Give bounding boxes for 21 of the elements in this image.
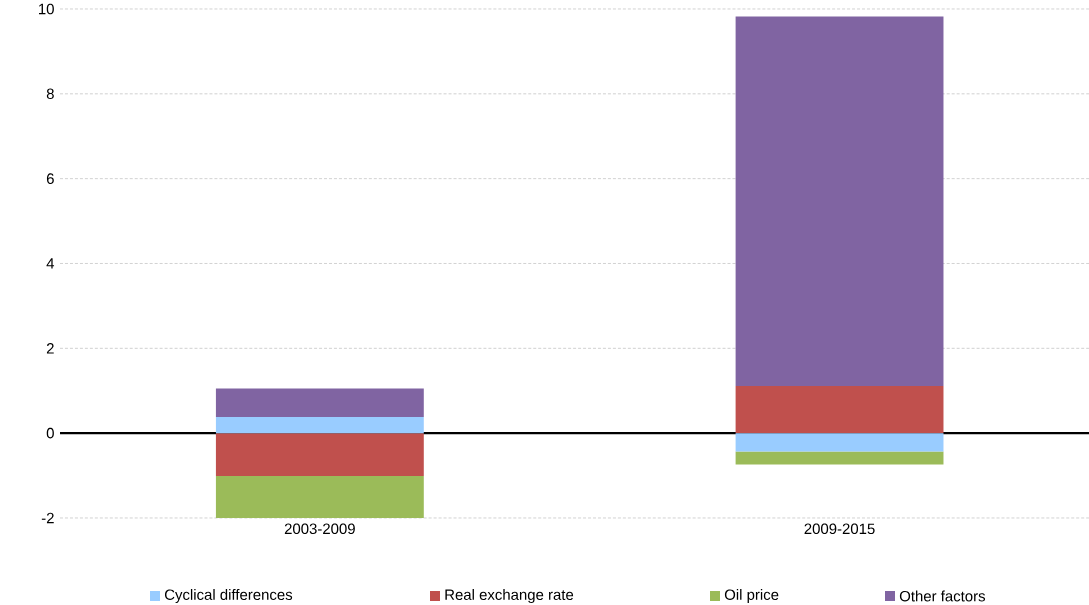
bar xyxy=(215,388,424,418)
x-tick-label: 2009-2015 xyxy=(804,523,875,535)
bar xyxy=(735,386,944,434)
bar xyxy=(215,475,424,518)
legend-label: Cyclical differences xyxy=(164,589,293,603)
y-tick-label: -2 xyxy=(41,512,54,524)
bar xyxy=(735,451,944,465)
bar xyxy=(215,417,424,434)
bar xyxy=(735,433,944,452)
y-tick-label: 2 xyxy=(46,343,54,354)
legend-label: Other factors xyxy=(899,590,986,602)
legend-label: Oil price xyxy=(724,589,779,603)
bar xyxy=(215,433,424,476)
legend-label: Real exchange rate xyxy=(445,589,574,603)
y-tick-label: 10 xyxy=(39,3,54,15)
y-tick-label: 4 xyxy=(46,258,55,269)
y-tick-label: 8 xyxy=(46,88,54,100)
x-tick-label: 2003-2009 xyxy=(284,523,355,535)
y-tick-label: 0 xyxy=(46,427,54,439)
bar xyxy=(735,16,944,387)
y-tick-label: 6 xyxy=(46,173,54,184)
